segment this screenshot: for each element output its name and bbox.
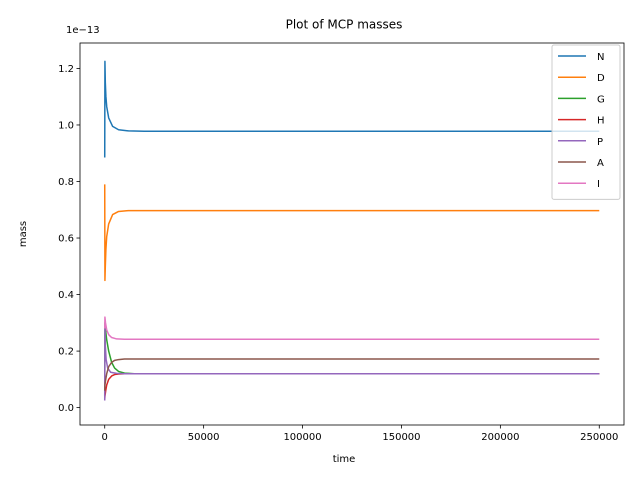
- x-tick-label: 250000: [580, 432, 618, 443]
- y-tick-label: 0.6: [58, 234, 74, 245]
- x-tick-label: 50000: [188, 432, 220, 443]
- y-axis-label: mass: [18, 221, 29, 247]
- legend-label-N: N: [597, 52, 604, 63]
- x-axis-ticks: 0 50000 100000 150000 200000 250000: [102, 425, 618, 443]
- x-tick-label: 100000: [283, 432, 321, 443]
- legend-label-H: H: [597, 116, 605, 127]
- plot-area: [79, 42, 625, 426]
- x-tick-label: 150000: [382, 432, 420, 443]
- series-line-A: [103, 358, 600, 391]
- series-line-P: [103, 324, 600, 401]
- y-tick-label: 0.0: [58, 403, 74, 414]
- series-line-N: [103, 60, 600, 158]
- x-tick-label: 200000: [481, 432, 519, 443]
- y-tick-label: 0.2: [58, 347, 74, 358]
- y-tick-label: 0.8: [58, 177, 74, 188]
- axes-frame: [79, 42, 625, 426]
- legend-box: [551, 44, 621, 200]
- y-tick-label: 1.2: [58, 64, 74, 75]
- legend-label-P: P: [597, 137, 603, 148]
- series-line-I: [103, 316, 600, 340]
- x-axis-label: time: [333, 454, 356, 465]
- chart-title: Plot of MCP masses: [286, 18, 403, 32]
- y-tick-label: 1.0: [58, 120, 74, 131]
- x-tick-label: 0: [102, 432, 108, 443]
- legend-label-G: G: [597, 94, 605, 105]
- series-line-D: [103, 184, 600, 282]
- legend-label-A: A: [597, 158, 604, 169]
- y-tick-label: 0.4: [58, 290, 74, 301]
- legend-label-I: I: [597, 179, 600, 190]
- y-offset-text: 1e−13: [66, 25, 100, 36]
- legend-label-D: D: [597, 73, 605, 84]
- y-axis-ticks: 0.0 0.2 0.4 0.6 0.8 1.0 1.2: [58, 64, 80, 414]
